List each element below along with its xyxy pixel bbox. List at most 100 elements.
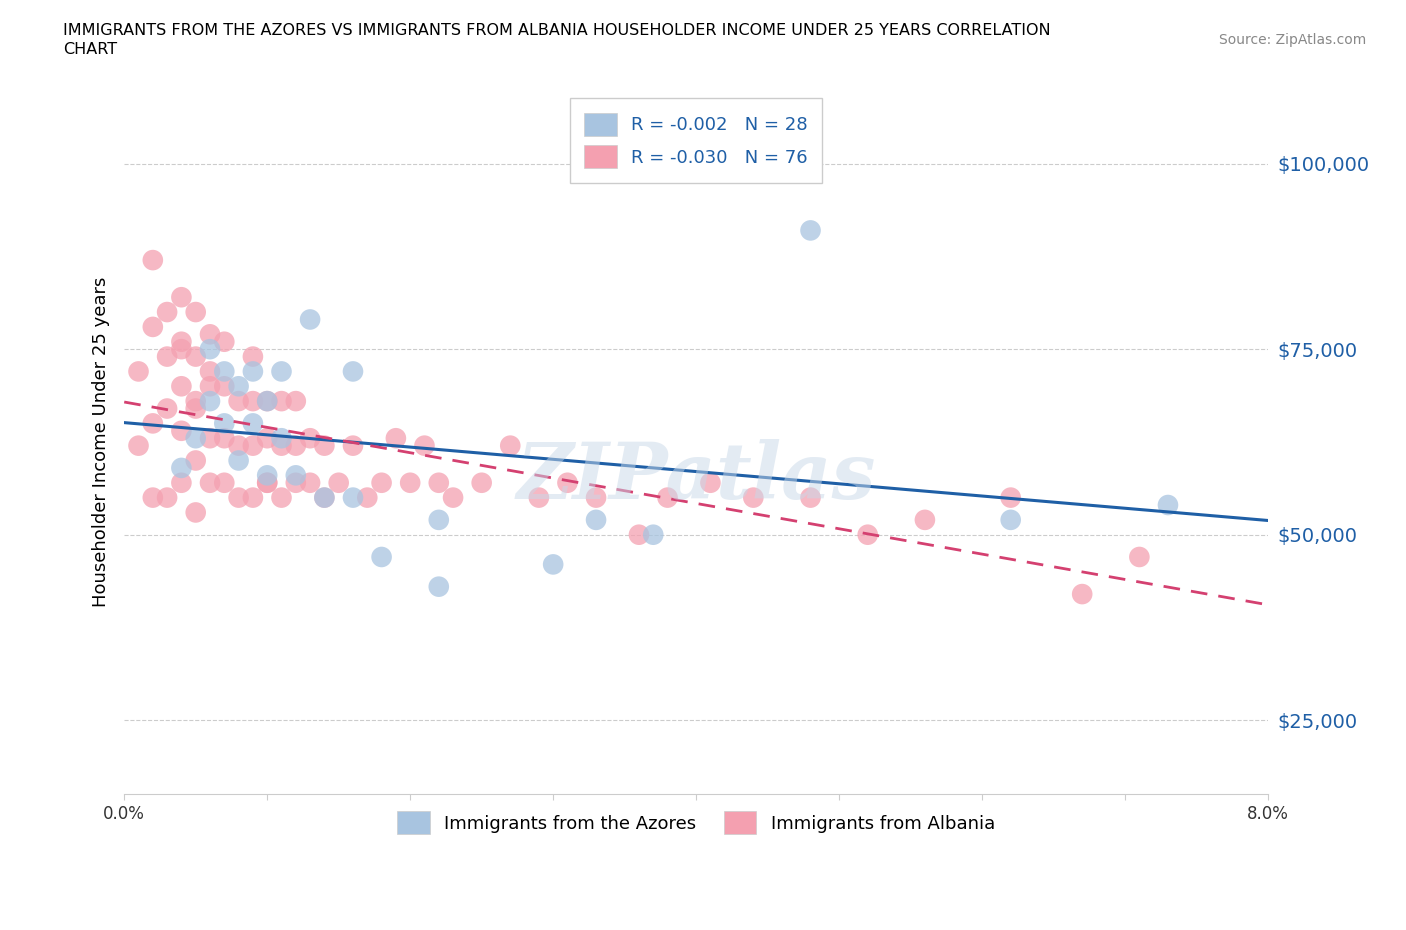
Point [142, 416, 165, 431]
Point [270, 431, 292, 445]
Point [657, 490, 679, 505]
Point [242, 364, 264, 379]
Y-axis label: Householder Income Under 25 years: Householder Income Under 25 years [93, 277, 110, 607]
Point [256, 393, 278, 408]
Point [399, 475, 422, 490]
Point [270, 393, 292, 408]
Point [242, 349, 264, 364]
Point [284, 393, 307, 408]
Point [214, 379, 236, 393]
Point [256, 431, 278, 445]
Point [914, 512, 936, 527]
Point [228, 438, 250, 453]
Point [427, 512, 450, 527]
Point [270, 364, 292, 379]
Point [142, 490, 165, 505]
Point [198, 326, 221, 341]
Text: IMMIGRANTS FROM THE AZORES VS IMMIGRANTS FROM ALBANIA HOUSEHOLDER INCOME UNDER 2: IMMIGRANTS FROM THE AZORES VS IMMIGRANTS… [63, 23, 1050, 38]
Point [1000, 490, 1022, 505]
Point [170, 334, 193, 349]
Point [242, 393, 264, 408]
Point [184, 305, 207, 320]
Point [585, 490, 607, 505]
Point [170, 379, 193, 393]
Point [128, 364, 150, 379]
Point [256, 468, 278, 483]
Point [370, 550, 392, 565]
Point [184, 505, 207, 520]
Point [156, 349, 179, 364]
Point [256, 393, 278, 408]
Point [585, 512, 607, 527]
Point [242, 438, 264, 453]
Point [184, 401, 207, 416]
Point [699, 475, 721, 490]
Point [214, 431, 236, 445]
Point [214, 364, 236, 379]
Point [228, 490, 250, 505]
Point [170, 341, 193, 356]
Point [856, 527, 879, 542]
Point [328, 475, 350, 490]
Point [228, 379, 250, 393]
Point [441, 490, 464, 505]
Point [342, 438, 364, 453]
Point [214, 475, 236, 490]
Point [427, 579, 450, 594]
Point [256, 475, 278, 490]
Point [256, 475, 278, 490]
Point [799, 490, 821, 505]
Point [170, 475, 193, 490]
Point [299, 475, 322, 490]
Point [142, 253, 165, 268]
Text: ZIPatlas: ZIPatlas [516, 439, 876, 515]
Point [284, 438, 307, 453]
Point [299, 312, 322, 327]
Point [284, 475, 307, 490]
Point [342, 364, 364, 379]
Point [228, 453, 250, 468]
Point [198, 341, 221, 356]
Point [643, 527, 665, 542]
Point [198, 379, 221, 393]
Point [413, 438, 436, 453]
Point [471, 475, 494, 490]
Point [198, 475, 221, 490]
Point [385, 431, 408, 445]
Point [499, 438, 522, 453]
Point [128, 438, 150, 453]
Point [356, 490, 378, 505]
Point [527, 490, 550, 505]
Point [1000, 512, 1022, 527]
Point [142, 320, 165, 335]
Point [170, 460, 193, 475]
Point [242, 490, 264, 505]
Point [270, 438, 292, 453]
Point [214, 416, 236, 431]
Legend: Immigrants from the Azores, Immigrants from Albania: Immigrants from the Azores, Immigrants f… [382, 797, 1010, 849]
Point [170, 290, 193, 305]
Point [541, 557, 564, 572]
Point [198, 364, 221, 379]
Point [1128, 550, 1150, 565]
Point [270, 490, 292, 505]
Point [156, 305, 179, 320]
Point [156, 401, 179, 416]
Point [184, 349, 207, 364]
Point [184, 453, 207, 468]
Point [1157, 498, 1180, 512]
Point [557, 475, 579, 490]
Point [242, 416, 264, 431]
Point [299, 431, 322, 445]
Point [156, 490, 179, 505]
Point [170, 423, 193, 438]
Point [314, 490, 336, 505]
Point [184, 431, 207, 445]
Point [342, 490, 364, 505]
Point [198, 393, 221, 408]
Point [799, 223, 821, 238]
Text: CHART: CHART [63, 42, 117, 57]
Point [427, 475, 450, 490]
Point [314, 438, 336, 453]
Point [314, 490, 336, 505]
